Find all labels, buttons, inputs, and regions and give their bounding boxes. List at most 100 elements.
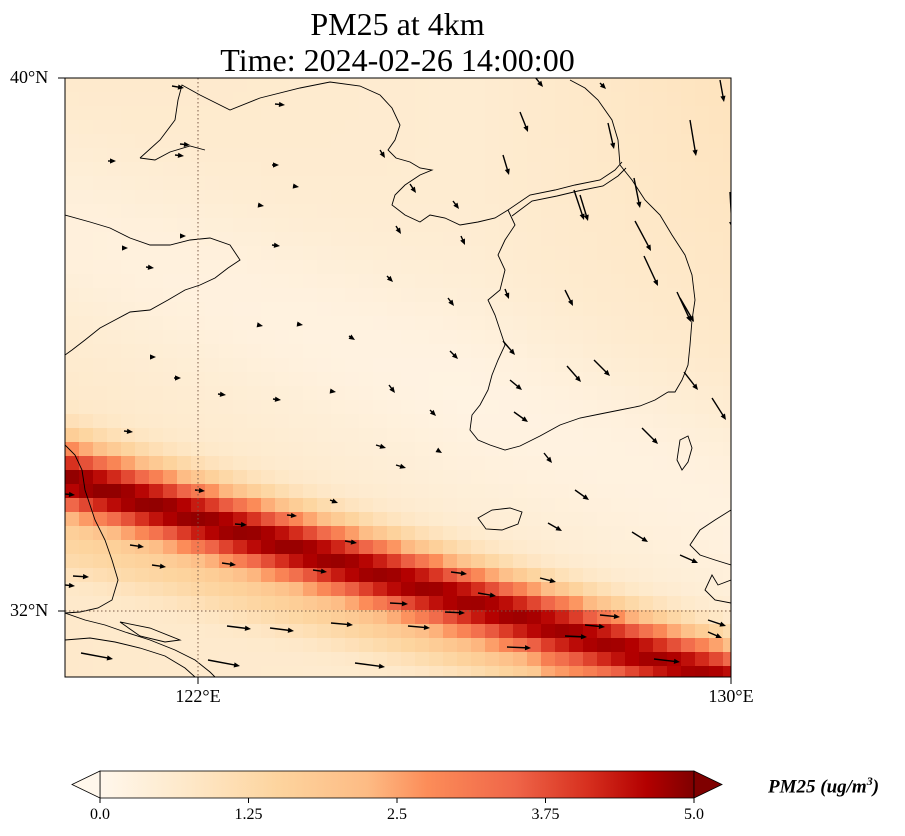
field-cell <box>205 302 220 317</box>
field-cell <box>429 540 444 555</box>
field-cell <box>527 246 542 261</box>
field-cell <box>457 554 472 569</box>
field-cell <box>555 456 570 471</box>
field-cell <box>373 344 388 359</box>
field-cell <box>709 442 724 457</box>
field-cell <box>527 568 542 583</box>
field-cell <box>583 442 598 457</box>
field-cell <box>527 176 542 191</box>
wind-vector-head <box>350 539 357 545</box>
field-cell <box>149 638 164 653</box>
field-cell <box>513 610 528 625</box>
field-cell <box>303 400 318 415</box>
field-cell <box>79 456 94 471</box>
field-cell <box>149 246 164 261</box>
field-cell <box>471 162 486 177</box>
colorbar-tick-0: 0.0 <box>90 806 110 823</box>
field-cell <box>485 484 500 499</box>
field-cell <box>709 386 724 401</box>
field-cell <box>653 610 668 625</box>
field-cell <box>625 652 640 667</box>
field-cell <box>415 176 430 191</box>
field-cell <box>205 176 220 191</box>
field-cell <box>219 78 234 93</box>
field-cell <box>639 638 654 653</box>
field-cell <box>373 442 388 457</box>
field-cell <box>65 134 80 149</box>
field-cell <box>569 316 584 331</box>
field-cell <box>653 274 668 289</box>
field-cell <box>261 274 276 289</box>
field-cell <box>121 134 136 149</box>
field-cell <box>499 568 514 583</box>
field-cell <box>471 106 486 121</box>
field-cell <box>275 526 290 541</box>
field-cell <box>121 260 136 275</box>
field-cell <box>415 92 430 107</box>
field-cell <box>709 372 724 387</box>
field-cell <box>457 218 472 233</box>
field-cell <box>457 330 472 345</box>
field-cell <box>695 414 710 429</box>
wind-vector-head <box>582 494 589 500</box>
field-cell <box>443 666 458 677</box>
field-cell <box>555 484 570 499</box>
field-cell <box>709 232 724 247</box>
field-cell <box>723 526 731 541</box>
field-cell <box>275 274 290 289</box>
field-cell <box>709 106 724 121</box>
field-cell <box>289 302 304 317</box>
field-cell <box>373 92 388 107</box>
field-cell <box>135 484 150 499</box>
field-cell <box>457 78 472 93</box>
field-cell <box>485 274 500 289</box>
field-cell <box>541 204 556 219</box>
field-cell <box>415 372 430 387</box>
field-cell <box>527 400 542 415</box>
field-cell <box>289 414 304 429</box>
field-cell <box>233 526 248 541</box>
field-cell <box>205 554 220 569</box>
field-cell <box>205 414 220 429</box>
field-cell <box>471 134 486 149</box>
field-cell <box>401 568 416 583</box>
field-cell <box>261 288 276 303</box>
field-cell <box>611 274 626 289</box>
field-cell <box>219 302 234 317</box>
wind-vector-head <box>379 443 386 449</box>
field-cell <box>625 78 640 93</box>
field-cell <box>233 428 248 443</box>
field-cell <box>457 456 472 471</box>
field-cell <box>65 330 80 345</box>
field-cell <box>331 624 346 639</box>
field-cell <box>163 666 178 677</box>
field-cell <box>485 232 500 247</box>
field-cell <box>415 288 430 303</box>
field-cell <box>429 106 444 121</box>
field-cell <box>485 316 500 331</box>
field-cell <box>723 610 731 625</box>
field-cell <box>583 610 598 625</box>
field-cell <box>233 400 248 415</box>
field-cell <box>667 148 682 163</box>
field-cell <box>247 554 262 569</box>
field-cell <box>79 596 94 611</box>
field-cell <box>611 190 626 205</box>
field-cell <box>653 372 668 387</box>
field-cell <box>695 316 710 331</box>
field-cell <box>93 428 108 443</box>
field-cell <box>303 190 318 205</box>
wind-vector-head <box>177 84 184 90</box>
field-cell <box>121 288 136 303</box>
field-cell <box>471 666 486 677</box>
field-cell <box>177 386 192 401</box>
field-cell <box>93 204 108 219</box>
field-cell <box>681 148 696 163</box>
field-cell <box>541 372 556 387</box>
field-cell <box>317 554 332 569</box>
field-cell <box>555 498 570 513</box>
field-cell <box>233 456 248 471</box>
field-cell <box>373 470 388 485</box>
field-cell <box>583 596 598 611</box>
field-cell <box>499 190 514 205</box>
